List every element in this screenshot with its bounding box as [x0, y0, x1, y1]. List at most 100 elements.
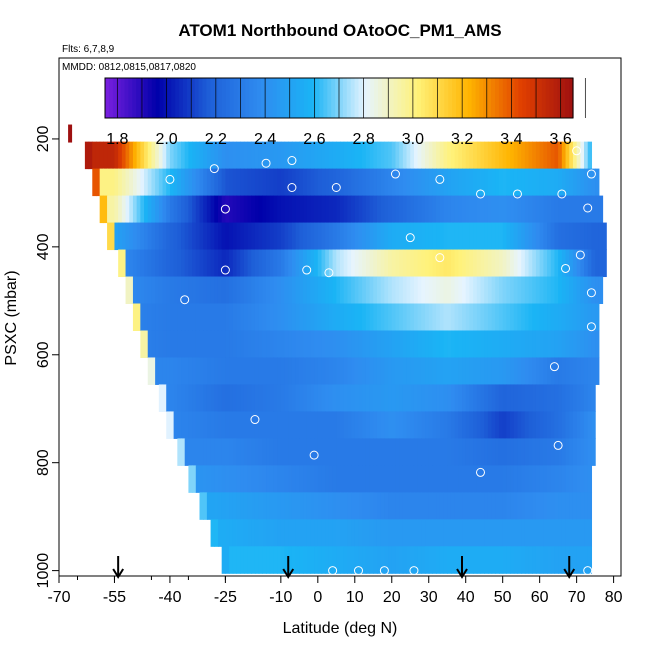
heatmap-cell: [166, 303, 171, 331]
heatmap-cell: [473, 168, 478, 197]
heatmap-cell: [266, 249, 271, 278]
heatmap-cell: [144, 303, 149, 331]
heatmap-cell: [465, 141, 471, 170]
heatmap-cell: [458, 492, 463, 520]
heatmap-cell: [291, 411, 297, 439]
heatmap-cell: [425, 195, 430, 224]
heatmap-cell: [406, 546, 411, 574]
heatmap-cell: [299, 519, 304, 547]
heatmap-cell: [447, 411, 452, 439]
colorbar-segment: [163, 78, 168, 118]
heatmap-cell: [184, 249, 190, 278]
heatmap-cell: [229, 303, 234, 331]
heatmap-cell: [184, 384, 190, 412]
heatmap-cell: [306, 168, 312, 197]
heatmap-cell: [225, 465, 230, 493]
heatmap-cell: [262, 357, 267, 385]
heatmap-cell: [369, 276, 374, 305]
heatmap-cell: [406, 519, 411, 547]
heatmap-cell: [524, 141, 530, 170]
heatmap-cell: [306, 519, 312, 547]
heatmap-cell: [498, 357, 504, 385]
heatmap-cell: [554, 357, 559, 385]
heatmap-cell: [495, 249, 500, 278]
heatmap-cell: [158, 357, 164, 385]
heatmap-cell: [210, 492, 215, 520]
heatmap-cell: [358, 168, 363, 197]
heatmap-cell: [147, 222, 153, 251]
heatmap-cell: [132, 222, 138, 251]
heatmap-cell: [317, 411, 323, 439]
heatmap-cell: [225, 222, 230, 251]
heatmap-cell: [306, 546, 312, 574]
heatmap-cell: [369, 519, 374, 547]
heatmap-cell: [376, 330, 382, 358]
heatmap-cell: [565, 330, 570, 358]
heatmap-cell: [177, 168, 182, 197]
colorbar-segment: [272, 78, 278, 118]
heatmap-cell: [547, 249, 552, 278]
data-marker: [390, 169, 400, 179]
heatmap-cell: [425, 222, 430, 251]
heatmap-cell: [513, 492, 519, 520]
data-marker: [209, 164, 219, 174]
heatmap-cell: [343, 411, 348, 439]
heatmap-cell: [495, 519, 500, 547]
heatmap-cell: [151, 168, 156, 197]
heatmap-cell: [251, 519, 256, 547]
heatmap-cell: [487, 492, 493, 520]
colorbar-segment: [549, 78, 555, 118]
heatmap-cell: [166, 276, 171, 305]
heatmap-cell: [480, 438, 485, 466]
heatmap-cell: [365, 222, 371, 251]
heatmap-cell: [480, 546, 485, 574]
heatmap-cell: [376, 168, 382, 197]
heatmap-cell: [432, 357, 437, 385]
heatmap-cell: [517, 384, 522, 412]
heatmap-cell: [517, 249, 522, 278]
heatmap-cell: [317, 519, 323, 547]
heatmap-cell: [262, 492, 267, 520]
heatmap-cell: [487, 249, 493, 278]
heatmap-cell: [443, 546, 448, 574]
heatmap-cell: [587, 168, 593, 197]
heatmap-cell: [325, 357, 330, 385]
x-tick-label: -10: [269, 589, 292, 606]
heatmap-cell: [236, 168, 241, 197]
heatmap-cell: [221, 276, 226, 305]
heatmap-cell: [114, 195, 119, 224]
colorbar-segment: [413, 78, 418, 118]
heatmap-cell: [395, 357, 400, 385]
heatmap-cell: [428, 492, 434, 520]
heatmap-cell: [406, 357, 411, 385]
heatmap-cell: [321, 357, 326, 385]
heatmap-cell: [295, 357, 300, 385]
colorbar-tick-label: 3.2: [451, 131, 473, 148]
heatmap-cell: [155, 222, 160, 251]
heatmap-cell: [532, 222, 537, 251]
heatmap-cell: [476, 438, 482, 466]
heatmap-cell: [550, 249, 556, 278]
heatmap-cell: [380, 195, 385, 224]
colorbar-segment: [483, 78, 488, 118]
heatmap-cell: [232, 330, 238, 358]
heatmap-cell: [569, 492, 574, 520]
heatmap-cell: [550, 303, 556, 331]
heatmap-cell: [155, 276, 160, 305]
heatmap-cell: [288, 519, 293, 547]
heatmap-cell: [206, 465, 212, 493]
heatmap-cell: [535, 546, 541, 574]
heatmap-cell: [432, 249, 437, 278]
heatmap-cell: [303, 330, 308, 358]
heatmap-cell: [417, 546, 422, 574]
heatmap-cell: [110, 195, 116, 224]
heatmap-cell: [554, 330, 559, 358]
heatmap-cell: [388, 195, 393, 224]
heatmap-cell: [421, 465, 426, 493]
heatmap-cell: [144, 141, 149, 170]
heatmap-cell: [354, 465, 360, 493]
heatmap-cell: [535, 303, 541, 331]
heatmap-cell: [388, 330, 393, 358]
heatmap-cell: [225, 492, 230, 520]
heatmap-cell: [450, 546, 456, 574]
